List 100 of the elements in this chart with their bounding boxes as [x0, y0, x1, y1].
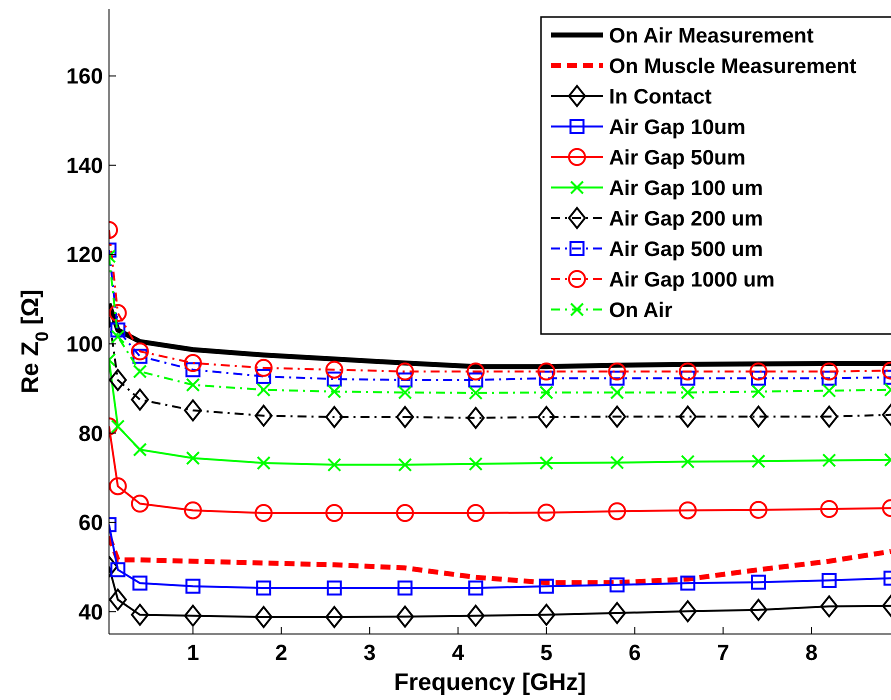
y-tick-label: 40: [78, 599, 103, 624]
point: [751, 384, 766, 399]
point: [820, 406, 838, 428]
point: [325, 360, 344, 379]
point: [396, 406, 414, 428]
legend-label: Air Gap 50um: [609, 146, 746, 170]
point: [820, 500, 838, 518]
point: [256, 382, 271, 397]
legend-label: In Contact: [609, 86, 712, 109]
point: [680, 576, 696, 591]
point: [184, 501, 202, 520]
point: [325, 606, 344, 628]
point: [680, 454, 695, 469]
x-tick-label: 3: [364, 640, 376, 665]
point: [325, 406, 344, 428]
point: [130, 342, 149, 360]
point: [109, 304, 127, 322]
y-tick-label: 100: [66, 332, 103, 357]
point: [466, 504, 485, 522]
point: [749, 500, 768, 519]
legend-label: On Air: [609, 299, 672, 322]
point: [326, 580, 342, 596]
point: [327, 458, 342, 472]
x-tick-label: 1: [186, 640, 200, 665]
point: [326, 372, 342, 387]
point: [184, 354, 202, 372]
point: [537, 504, 556, 522]
point: [254, 358, 273, 377]
point: [610, 385, 624, 400]
y-tick-label: 120: [66, 242, 103, 268]
point: [186, 378, 200, 392]
point: [256, 368, 272, 384]
point: [749, 406, 768, 428]
point: [132, 364, 147, 378]
point: [537, 362, 556, 380]
point: [468, 456, 483, 471]
point: [608, 502, 626, 520]
point: [822, 384, 836, 398]
point: [466, 604, 485, 627]
point: [184, 604, 202, 627]
legend-label: On Muscle Measurement: [609, 55, 856, 78]
point: [466, 406, 485, 429]
point: [678, 600, 697, 622]
point: [256, 456, 271, 470]
point: [468, 386, 483, 400]
point: [750, 574, 766, 590]
y-tick-label: 140: [66, 152, 103, 178]
legend-label: Air Gap 10um: [609, 116, 746, 140]
legend-label: On Air Measurement: [609, 24, 814, 48]
point: [325, 504, 344, 522]
point: [109, 588, 127, 611]
legend-label: Air Gap 1000 um: [609, 268, 775, 292]
point: [539, 385, 554, 400]
point: [610, 577, 625, 592]
point: [254, 504, 273, 522]
point: [610, 456, 624, 470]
point: [184, 399, 202, 422]
x-tick-label: 7: [716, 640, 730, 665]
point: [396, 606, 414, 628]
point: [537, 406, 556, 428]
point: [130, 494, 149, 513]
point: [327, 384, 342, 399]
point: [398, 580, 413, 596]
point: [130, 388, 149, 411]
point: [109, 477, 127, 496]
x-tick-label: 4: [452, 640, 465, 665]
point: [256, 580, 272, 596]
x-tick-label: 8: [805, 640, 818, 665]
point: [538, 578, 554, 594]
point: [608, 602, 626, 624]
point: [185, 578, 200, 594]
point: [132, 442, 147, 457]
x-axis-title: Frequency [GHz]: [394, 669, 586, 696]
point: [110, 322, 126, 338]
y-tick-label: 160: [66, 64, 103, 89]
point: [132, 576, 148, 591]
point: [680, 385, 695, 400]
x-tick-label: 2: [275, 640, 288, 665]
point: [822, 453, 836, 468]
y-tick-label: 60: [78, 510, 103, 536]
point: [610, 370, 625, 386]
point: [678, 406, 697, 428]
point: [254, 404, 273, 427]
point: [749, 362, 768, 380]
point: [537, 604, 556, 626]
x-tick-label: 6: [628, 640, 641, 665]
point: [109, 368, 127, 391]
point: [608, 406, 626, 428]
point: [110, 562, 126, 578]
point: [608, 362, 626, 380]
legend-label: Air Gap 100 um: [609, 177, 764, 200]
point: [398, 458, 412, 472]
point: [396, 362, 414, 380]
point: [749, 598, 768, 621]
point: [398, 385, 412, 400]
point: [396, 504, 414, 522]
point: [254, 606, 273, 628]
point: [185, 362, 200, 378]
point: [538, 370, 554, 386]
point: [466, 362, 485, 380]
